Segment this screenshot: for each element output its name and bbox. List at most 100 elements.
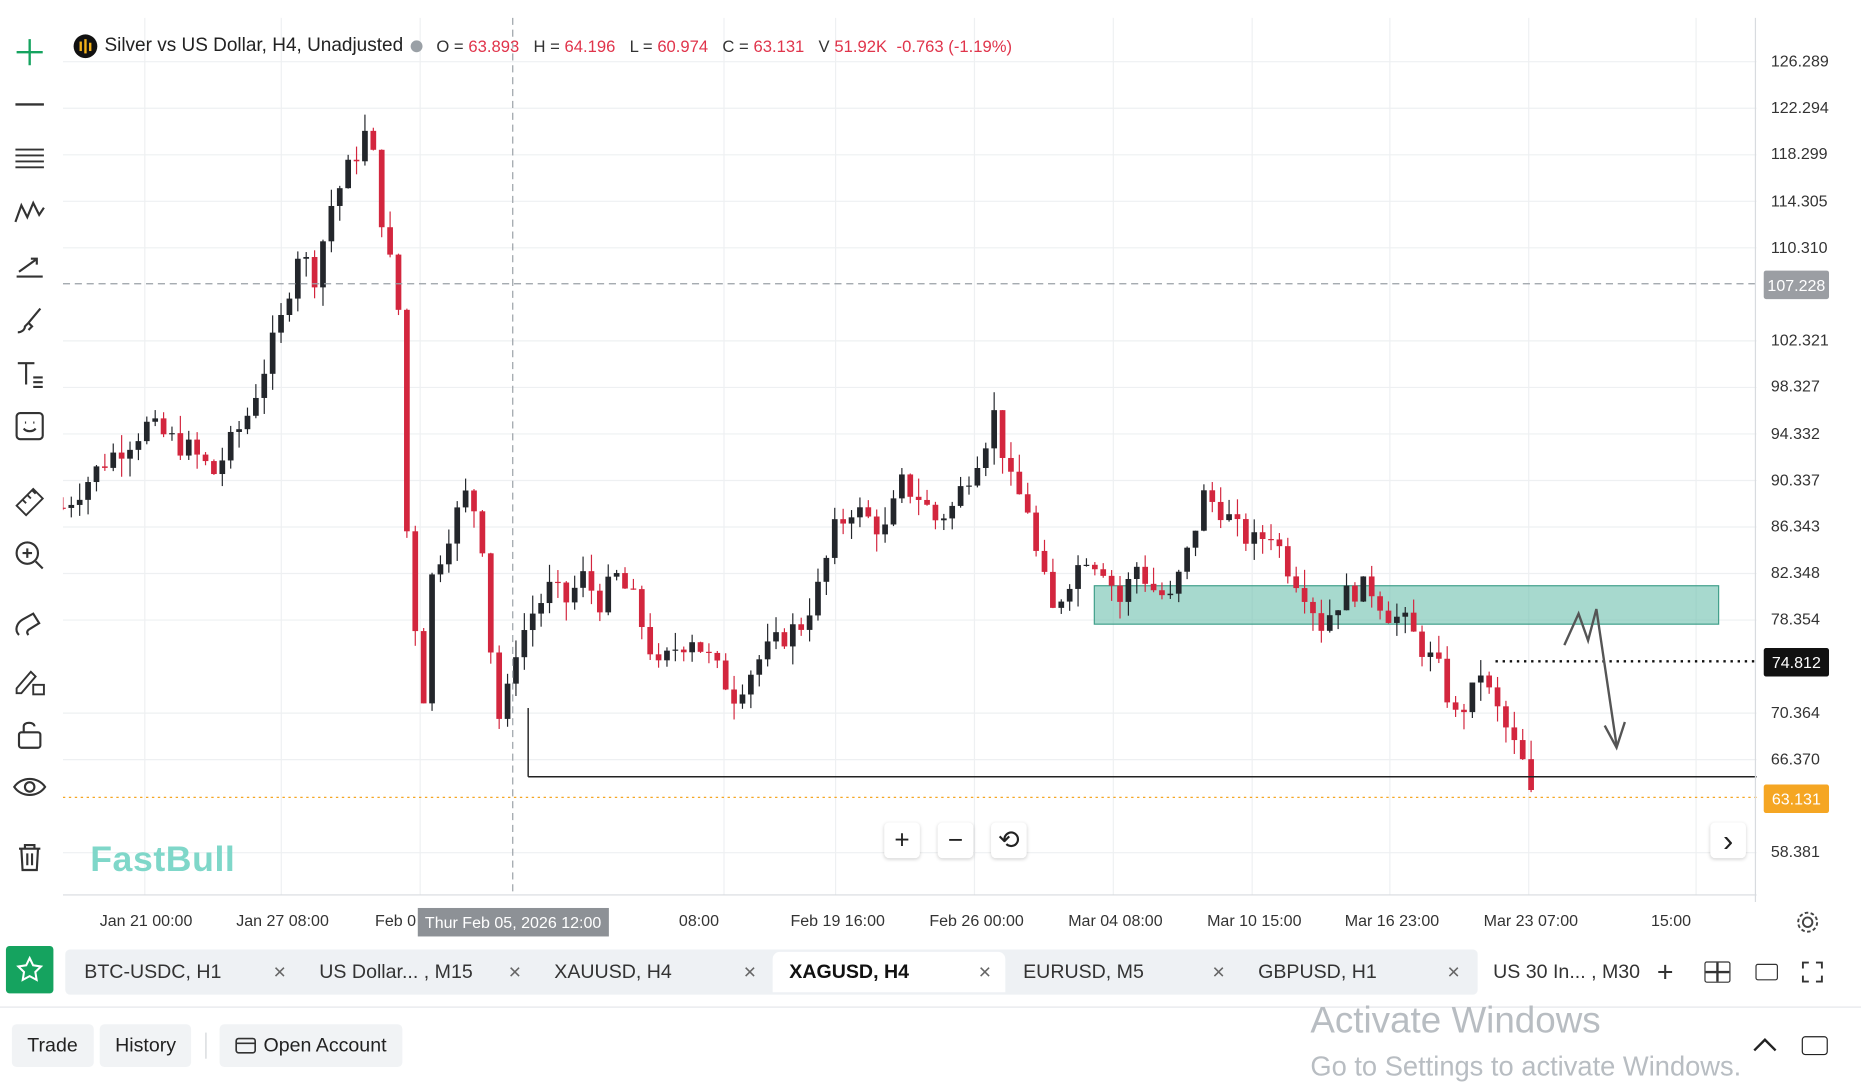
- candle-body: [1444, 658, 1451, 703]
- candle-body: [588, 571, 595, 591]
- crosshair-tool-icon[interactable]: [7, 31, 52, 74]
- candle-body: [194, 439, 200, 455]
- trash-icon[interactable]: [7, 836, 52, 879]
- close-tab-icon[interactable]: ×: [1447, 959, 1460, 984]
- eye-visibility-icon[interactable]: [7, 766, 52, 809]
- projection-arrow-head: [1603, 721, 1626, 751]
- candle-body: [1519, 740, 1526, 760]
- candle-body: [1461, 709, 1467, 713]
- candle-body: [706, 651, 712, 653]
- candle-body: [756, 659, 763, 675]
- history-tab[interactable]: History: [99, 1024, 192, 1068]
- close-tab-icon[interactable]: ×: [508, 959, 522, 984]
- candle-body: [110, 452, 117, 468]
- maximize-panel-icon[interactable]: [1801, 1036, 1828, 1056]
- candle-body: [664, 650, 670, 661]
- time-tick-label: Mar 04 08:00: [1068, 911, 1163, 930]
- fib-lines-icon[interactable]: [7, 136, 52, 179]
- candle-body: [722, 660, 729, 690]
- trend-arrow-icon[interactable]: [7, 245, 52, 288]
- close-tab-icon[interactable]: ×: [273, 959, 287, 984]
- candle-body: [1041, 550, 1048, 572]
- unlock-icon[interactable]: [7, 713, 52, 756]
- time-tick-label: Jan 27 08:00: [236, 911, 329, 930]
- chart-tab[interactable]: EURUSD, M5 ×: [1006, 952, 1239, 992]
- candle-body: [462, 490, 469, 508]
- low-value: 60.974: [657, 36, 709, 56]
- add-tab-button[interactable]: +: [1656, 956, 1674, 989]
- open-label: O =: [436, 36, 464, 56]
- candle-body: [219, 460, 226, 475]
- candle-body: [1075, 565, 1081, 589]
- candle-body: [966, 485, 972, 487]
- chart-tab[interactable]: XAGUSD, H4 ×: [772, 951, 1006, 993]
- candle-body: [1268, 539, 1274, 541]
- chart-tab[interactable]: US 30 In... , M30: [1477, 952, 1643, 992]
- candle-body: [857, 507, 863, 518]
- candle-body: [1083, 564, 1090, 566]
- candle-body: [471, 490, 477, 512]
- magnet-icon[interactable]: [7, 605, 52, 648]
- lock-drawings-icon[interactable]: [7, 659, 52, 702]
- pattern-tool-icon[interactable]: [7, 190, 52, 233]
- candle-body: [563, 582, 570, 603]
- candle-body: [1335, 610, 1341, 616]
- time-tick-label: Feb 0: [375, 911, 417, 930]
- candle-body: [1259, 532, 1266, 540]
- zoom-in-button[interactable]: +: [884, 822, 920, 859]
- candle-body: [85, 482, 91, 500]
- zoom-out-button[interactable]: −: [937, 822, 974, 859]
- trade-tab[interactable]: Trade: [11, 1024, 94, 1068]
- candle-body: [1326, 615, 1333, 631]
- chart-tab[interactable]: XAUUSD, H4 ×: [538, 952, 771, 992]
- tab-label: BTC-USDC, H1: [84, 960, 222, 983]
- collapse-panel-icon[interactable]: [1751, 1033, 1779, 1057]
- candle-body: [831, 519, 838, 558]
- chart-tab[interactable]: GBPUSD, H1 ×: [1241, 952, 1474, 992]
- brush-icon[interactable]: [7, 299, 52, 342]
- candle-body: [1419, 631, 1425, 657]
- symbol-title[interactable]: Silver vs US Dollar, H4, Unadjusted: [104, 35, 404, 56]
- market-status-icon: [410, 40, 423, 53]
- fullscreen-icon[interactable]: [1801, 961, 1823, 983]
- candle-body: [748, 674, 754, 695]
- candle-body: [60, 507, 66, 509]
- open-account-button[interactable]: Open Account: [219, 1024, 402, 1068]
- crosshair-time-tag: Thur Feb 05, 2026 12:00: [417, 907, 609, 937]
- chart-tab[interactable]: BTC-USDC, H1 ×: [68, 952, 301, 992]
- candle-body: [177, 433, 184, 456]
- candle-body: [1469, 682, 1476, 713]
- candle-body: [286, 298, 293, 315]
- scroll-right-button[interactable]: ›: [1710, 822, 1746, 859]
- chart-tab[interactable]: US Dollar... , M15 ×: [303, 952, 536, 992]
- candle-body: [546, 581, 553, 604]
- candle-body: [303, 257, 310, 259]
- candle-body: [1209, 490, 1216, 502]
- candle-body: [1217, 501, 1224, 521]
- candle-body: [496, 652, 503, 719]
- layout-split-icon[interactable]: [1704, 961, 1731, 983]
- candle-body: [1234, 514, 1241, 520]
- ruler-icon[interactable]: [7, 478, 52, 521]
- horizontal-line-icon[interactable]: [7, 83, 52, 126]
- reset-chart-button[interactable]: ⟲: [991, 822, 1027, 859]
- candle-body: [454, 507, 461, 544]
- single-layout-icon[interactable]: [1755, 963, 1778, 981]
- close-tab-icon[interactable]: ×: [978, 959, 992, 984]
- candle-body: [487, 553, 494, 653]
- candle-body: [1159, 590, 1165, 596]
- favorite-star-button[interactable]: [5, 945, 54, 994]
- candle-body: [1192, 530, 1199, 548]
- text-tool-icon[interactable]: [7, 353, 52, 396]
- candle-body: [143, 421, 150, 442]
- candle-body: [244, 415, 251, 430]
- zoom-in-icon[interactable]: [7, 534, 52, 577]
- candle-body: [1318, 613, 1325, 631]
- close-tab-icon[interactable]: ×: [1212, 959, 1225, 984]
- price-chart[interactable]: [60, 17, 1757, 903]
- emoji-sticker-icon[interactable]: [7, 405, 52, 448]
- candle-body: [1377, 596, 1383, 611]
- candle-body: [823, 557, 830, 582]
- close-tab-icon[interactable]: ×: [743, 959, 757, 984]
- chart-settings-icon[interactable]: [1795, 909, 1821, 935]
